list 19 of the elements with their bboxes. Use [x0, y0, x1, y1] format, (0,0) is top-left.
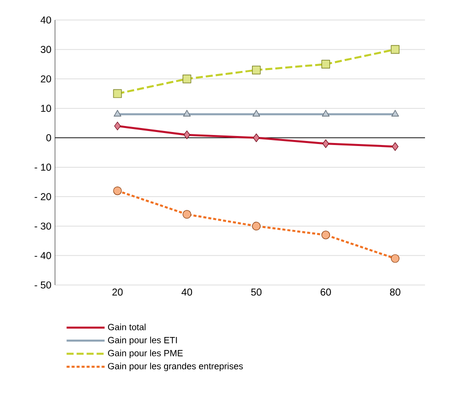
y-tick-label: - 10	[34, 164, 52, 171]
x-tick-label: 20	[112, 288, 123, 296]
y-tick-label: 30	[40, 46, 52, 53]
y-tick-label: - 30	[34, 222, 52, 230]
y-tick-label: - 20	[34, 193, 52, 200]
x-tick-label: 40	[182, 288, 192, 296]
x-tick-label: 50	[251, 288, 262, 296]
legend-label: Gain pour les ETI	[108, 336, 177, 346]
legend-label: Gain total	[108, 324, 146, 330]
x-tick-label: 60	[320, 288, 331, 296]
y-tick-label: - 40	[34, 252, 52, 260]
legend-label: Gain pour les PME	[108, 350, 183, 358]
x-tick-label: 80	[390, 288, 400, 296]
y-tick-label: 0	[46, 134, 52, 142]
y-tick-label: 40	[40, 16, 52, 24]
y-tick-label: 10	[41, 104, 52, 112]
legend-label: Gain pour les grandes entreprises	[108, 362, 243, 372]
y-tick-label: 20	[40, 75, 52, 82]
y-tick-label: - 50	[34, 281, 52, 289]
